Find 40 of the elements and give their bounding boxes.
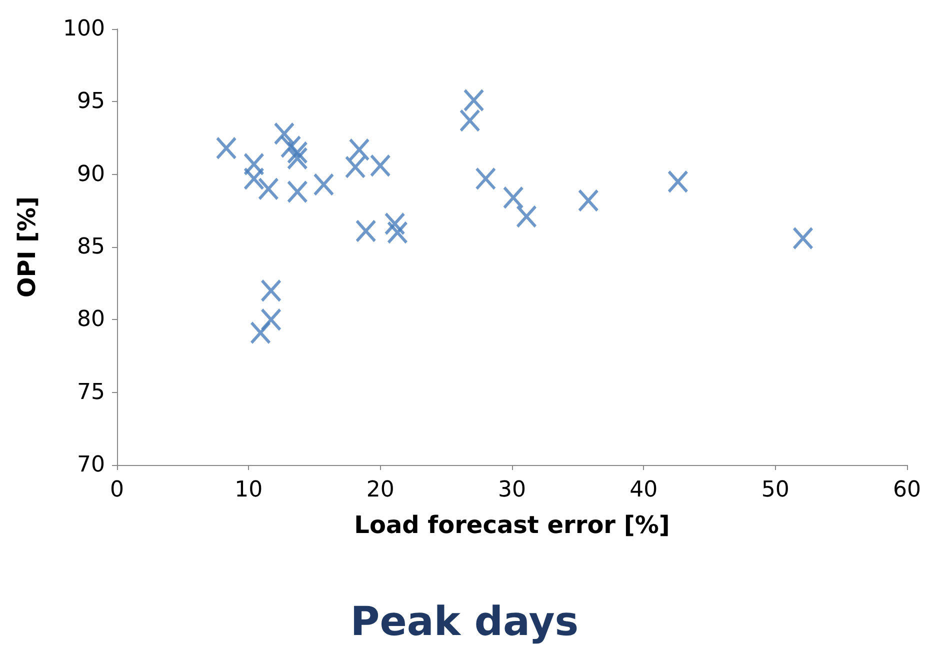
point [578, 188, 599, 212]
point [313, 173, 334, 196]
x-tick-label: 20 [366, 478, 394, 502]
y-tick-label: 75 [77, 380, 105, 405]
x-axis-title: Load forecast error [%] [354, 511, 670, 539]
y-tick-label: 100 [63, 16, 105, 42]
point [280, 135, 302, 158]
point [286, 141, 308, 164]
point [216, 136, 237, 160]
point [286, 146, 308, 170]
point [243, 167, 264, 190]
point [370, 154, 391, 178]
point [355, 220, 376, 243]
point [286, 180, 308, 204]
y-tick-label: 90 [77, 162, 105, 187]
point [502, 186, 524, 210]
point [260, 308, 282, 332]
x-tick-label: 40 [630, 478, 658, 502]
x-tick-label: 50 [761, 478, 790, 502]
point [475, 167, 496, 190]
y-tick-label: 95 [77, 89, 105, 114]
y-tick-label: 70 [77, 452, 105, 478]
point [516, 204, 537, 228]
x-tick-label: 0 [110, 478, 124, 502]
point [792, 226, 814, 250]
x-tick-label: 60 [893, 478, 921, 502]
point [386, 220, 408, 244]
point [667, 170, 688, 194]
x-tick-label: 10 [234, 478, 263, 502]
point [250, 321, 272, 344]
point [384, 212, 406, 236]
y-axis-title: OPI [%] [13, 196, 41, 298]
text: Peak days [350, 599, 579, 645]
point [243, 152, 264, 176]
point [274, 122, 295, 146]
point [260, 279, 282, 302]
x-tick-label: 30 [498, 478, 526, 502]
y-tick-label: 80 [77, 307, 105, 332]
y-tick-label: 85 [77, 234, 105, 260]
point [258, 177, 279, 200]
